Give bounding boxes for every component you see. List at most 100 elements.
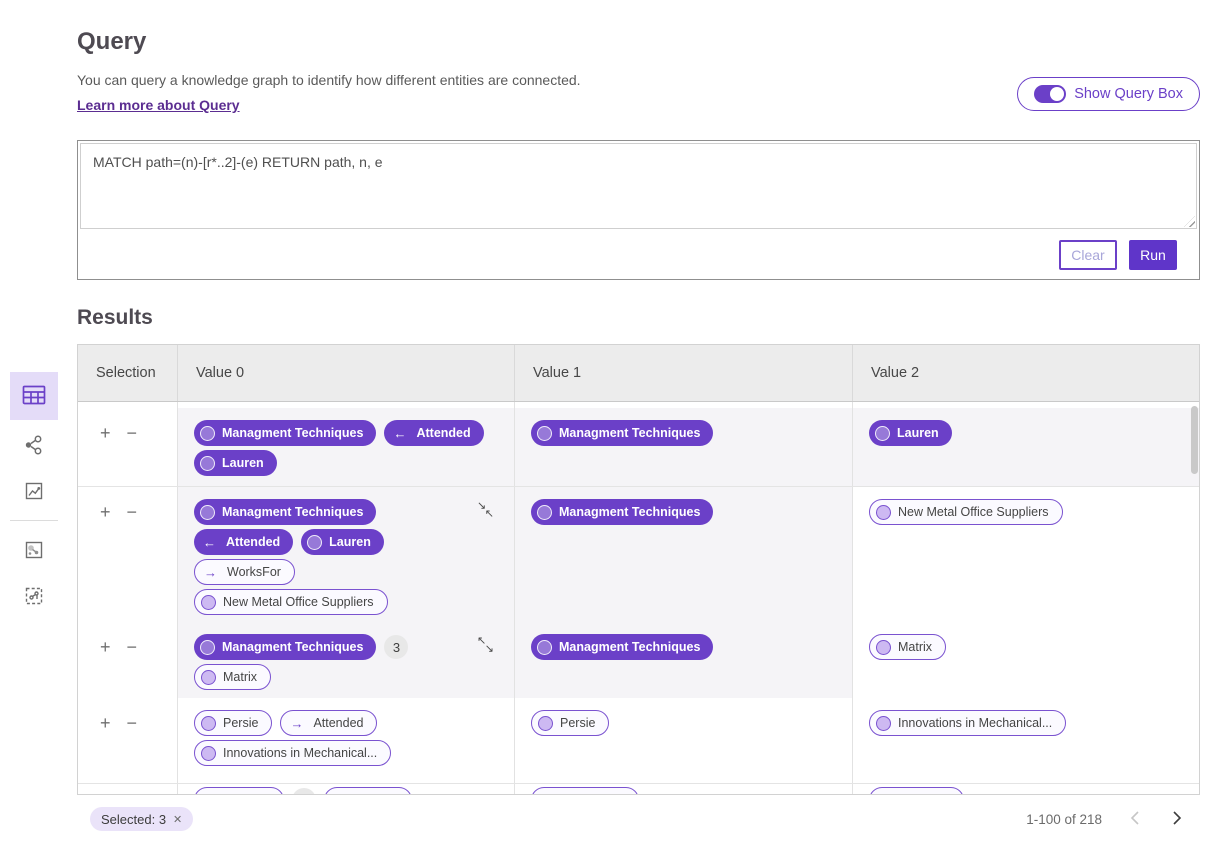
page-title: Query — [77, 28, 147, 55]
table-row: + − Persie → Attended Innovations in Mechanic… — [78, 698, 1199, 784]
node-pill[interactable]: New Metal Office Suppliers — [869, 499, 1063, 525]
pill-label: Lauren — [222, 456, 264, 470]
prev-page-button[interactable] — [1126, 807, 1144, 832]
node-pill[interactable]: Managment Techniques — [531, 499, 714, 525]
arrow-left-icon: ← — [203, 534, 216, 550]
node-pill[interactable]: New Metal Office Suppliers — [194, 589, 388, 615]
edge-pill[interactable]: ← Attended — [194, 529, 294, 555]
node-circle-icon — [876, 504, 891, 520]
results-table: Selection Value 0 Value 1 Value 2 + − Mana… — [77, 344, 1200, 795]
clear-button[interactable]: Clear — [1059, 240, 1117, 270]
selection-cell: + − — [78, 408, 178, 486]
pill-label: Matrix — [223, 670, 258, 684]
pill-label: New Metal Office Suppliers — [898, 505, 1049, 519]
remove-from-graph-button[interactable]: − — [126, 502, 138, 522]
pill-partial[interactable] — [194, 787, 284, 794]
tab-graph-view[interactable] — [10, 430, 58, 462]
node-pill[interactable]: Lauren — [194, 450, 277, 476]
node-pill[interactable]: Matrix — [869, 634, 947, 660]
scrollbar-thumb[interactable] — [1191, 406, 1198, 474]
results-title: Results — [77, 306, 153, 329]
pill-label: Managment Techniques — [222, 505, 364, 519]
table-icon — [21, 382, 47, 411]
pill-partial[interactable] — [324, 787, 412, 794]
pill-label: Lauren — [329, 535, 371, 549]
next-page-button[interactable] — [1168, 807, 1186, 832]
add-to-graph-button[interactable]: + — [100, 502, 111, 522]
edge-pill[interactable]: ← Attended — [384, 420, 484, 446]
expand-diagonal-icon[interactable]: ↖ ↘ — [477, 635, 494, 655]
pill-label: Persie — [223, 716, 259, 730]
pill-line: Managment Techniques — [531, 420, 836, 446]
node-pill[interactable]: Innovations in Mechanical... — [194, 740, 392, 766]
chevron-right-icon — [1172, 810, 1182, 828]
node-pill[interactable]: Lauren — [869, 420, 952, 446]
pill-partial[interactable] — [531, 787, 639, 794]
pill-line: Persie → Attended — [194, 710, 498, 736]
pill-line: Lauren — [194, 450, 498, 476]
node-pill[interactable]: Managment Techniques — [531, 634, 714, 660]
value-cell: Managment Techniques ← Attended Lauren → Work… — [178, 487, 515, 625]
page-description: You can query a knowledge graph to ident… — [77, 72, 581, 88]
remove-from-graph-button[interactable]: − — [126, 423, 138, 443]
pill-label: Managment Techniques — [222, 640, 364, 654]
pill-line: Managment Techniques — [194, 499, 498, 525]
table-footer: Selected: 3 ✕ 1-100 of 218 — [77, 795, 1200, 843]
value-cell — [853, 784, 1199, 794]
pill-line: Managment Techniques — [531, 634, 836, 660]
value-cell: Managment Techniques ← Attended Lauren — [178, 408, 515, 486]
pill-label: Managment Techniques — [559, 640, 701, 654]
column-header-selection: Selection — [78, 345, 178, 401]
node-pill[interactable]: Managment Techniques — [194, 634, 377, 660]
value-cell: Persie — [515, 698, 853, 783]
node-circle-icon — [200, 639, 215, 655]
add-to-graph-button[interactable]: + — [100, 423, 111, 443]
view-rail — [0, 372, 64, 613]
add-to-graph-button[interactable]: + — [100, 713, 111, 733]
edge-pill[interactable]: → Attended — [280, 710, 378, 736]
pill-label: Matrix — [898, 640, 933, 654]
node-pill[interactable]: Managment Techniques — [531, 420, 714, 446]
node-pill[interactable]: Managment Techniques — [194, 499, 377, 525]
column-header-value2: Value 2 — [871, 365, 920, 381]
edge-pill[interactable]: → WorksFor — [194, 559, 295, 585]
pill-partial[interactable] — [869, 787, 964, 794]
table-header: Selection Value 0 Value 1 Value 2 — [78, 345, 1199, 402]
tab-graph-detail-view[interactable] — [10, 535, 58, 567]
node-circle-icon — [201, 594, 216, 610]
count-badge — [292, 788, 316, 794]
pill-label: Managment Techniques — [222, 426, 364, 440]
node-pill[interactable]: Persie — [531, 710, 610, 736]
learn-more-link[interactable]: Learn more about Query — [77, 97, 240, 113]
toggle-on-icon — [1034, 84, 1067, 103]
page-range: 1-100 of 218 — [1026, 811, 1102, 827]
tab-chart-view[interactable] — [10, 476, 58, 508]
pill-label: Managment Techniques — [559, 426, 701, 440]
rail-divider — [10, 520, 58, 521]
run-button[interactable]: Run — [1129, 240, 1177, 270]
value-cell: Innovations in Mechanical... — [853, 698, 1199, 783]
query-input[interactable]: MATCH path=(n)-[r*..2]-(e) RETURN path, … — [80, 143, 1197, 229]
node-pill[interactable]: Managment Techniques — [194, 420, 377, 446]
pill-line: ← Attended Lauren — [194, 529, 498, 555]
table-body: + − Managment Techniques ← Attended Lauren Man… — [78, 402, 1199, 794]
node-pill[interactable]: Matrix — [194, 664, 272, 690]
pill-line: Persie — [531, 710, 836, 736]
column-header-value0: Value 0 — [178, 345, 515, 401]
add-to-graph-button[interactable]: + — [100, 637, 111, 657]
selected-chip[interactable]: Selected: 3 ✕ — [90, 807, 194, 831]
node-pill[interactable]: Persie — [194, 710, 273, 736]
show-query-box-toggle[interactable]: Show Query Box — [1017, 76, 1200, 111]
node-circle-icon — [875, 425, 890, 441]
pill-line: Innovations in Mechanical... — [194, 740, 498, 766]
tab-table-view[interactable] — [10, 372, 58, 420]
node-circle-icon — [200, 425, 215, 441]
remove-from-graph-button[interactable]: − — [126, 637, 138, 657]
node-pill[interactable]: Innovations in Mechanical... — [869, 710, 1067, 736]
node-circle-icon — [537, 504, 552, 520]
remove-from-graph-button[interactable]: − — [126, 713, 138, 733]
close-icon[interactable]: ✕ — [173, 813, 183, 826]
tab-selection-view[interactable] — [10, 581, 58, 613]
node-pill[interactable]: Lauren — [301, 529, 384, 555]
collapse-diagonal-icon[interactable]: ↘ ↖ — [477, 500, 494, 520]
